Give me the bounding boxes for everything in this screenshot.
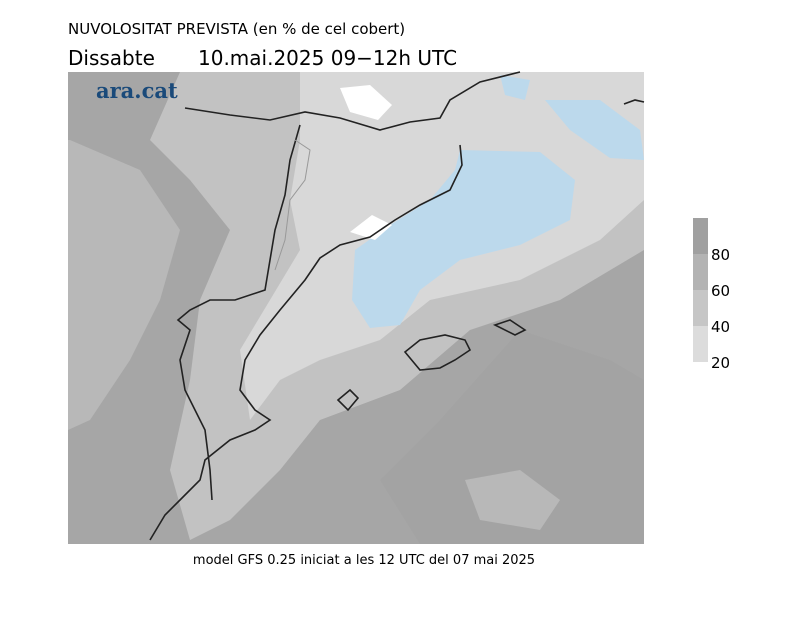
cloud-field [68,140,180,430]
cloud-field [380,330,644,544]
clear-sky [500,75,530,100]
clear-sky [350,215,392,240]
day: Dissabte [68,46,155,70]
border [274,139,311,271]
brand: ara.cat [96,78,178,103]
map: ara.cat [68,71,645,544]
colorbar-segment [693,254,708,290]
colorbar [693,218,708,362]
clear-sky [545,100,644,160]
clear-sky [340,85,392,120]
colorbar-segment [693,218,708,254]
coastline [149,71,645,541]
colorbar-label: 80 [711,246,730,264]
colorbar-segment [693,326,708,362]
clear-sky [352,150,575,328]
colorbar-label: 20 [711,354,730,372]
colorbar-segment [693,290,708,326]
title: NUVOLOSITAT PREVISTA (en % de cel cobert… [68,20,405,38]
colorbar-label: 40 [711,318,730,336]
cloud-field [465,470,560,530]
date: 10.mai.2025 09−12h UTC [198,46,457,70]
footer: model GFS 0.25 iniciat a les 12 UTC del … [193,553,535,568]
colorbar-label: 60 [711,282,730,300]
